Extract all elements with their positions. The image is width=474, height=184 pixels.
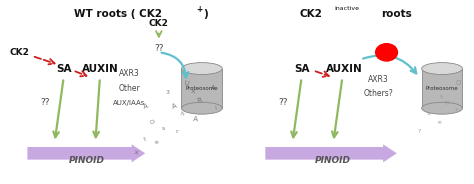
Bar xyxy=(422,69,463,108)
Text: CK2: CK2 xyxy=(299,9,322,19)
Ellipse shape xyxy=(422,102,463,114)
Text: PINOID: PINOID xyxy=(315,156,351,165)
Text: O: O xyxy=(455,80,461,86)
Text: ??: ?? xyxy=(279,98,288,107)
Text: r: r xyxy=(454,107,457,113)
Text: h: h xyxy=(444,100,449,106)
Text: e: e xyxy=(438,120,442,125)
Text: e: e xyxy=(155,140,159,145)
Text: l: l xyxy=(214,106,217,111)
Text: X: X xyxy=(191,89,195,95)
Text: Other: Other xyxy=(118,84,140,93)
Ellipse shape xyxy=(422,63,463,75)
FancyArrow shape xyxy=(27,144,145,162)
Text: roots: roots xyxy=(382,9,412,19)
Text: t: t xyxy=(440,95,444,100)
Text: ): ) xyxy=(203,9,208,19)
Text: A: A xyxy=(211,85,216,91)
Text: Proteosome: Proteosome xyxy=(426,86,458,91)
Text: SA: SA xyxy=(294,63,310,74)
FancyArrowPatch shape xyxy=(162,53,188,78)
Text: WT roots ( CK2: WT roots ( CK2 xyxy=(74,9,162,19)
Text: ??: ?? xyxy=(154,44,164,53)
Text: Proteosome: Proteosome xyxy=(185,86,218,91)
Text: AUXIN: AUXIN xyxy=(82,63,118,74)
Text: 3: 3 xyxy=(166,89,170,95)
Text: PINOID: PINOID xyxy=(68,156,104,165)
Circle shape xyxy=(376,44,397,61)
Text: AXR3: AXR3 xyxy=(368,75,389,84)
Ellipse shape xyxy=(182,102,222,114)
Text: s: s xyxy=(162,125,165,131)
Text: +: + xyxy=(196,6,202,15)
Text: inactive: inactive xyxy=(334,6,359,11)
Text: t: t xyxy=(144,136,147,141)
Text: r: r xyxy=(176,129,178,134)
Text: CK2: CK2 xyxy=(149,19,169,28)
Text: X: X xyxy=(134,151,139,156)
Text: AUX/IAAs: AUX/IAAs xyxy=(113,100,146,106)
Text: A: A xyxy=(142,103,148,110)
Text: CK2: CK2 xyxy=(9,48,29,57)
Text: R: R xyxy=(197,98,202,104)
Text: ?: ? xyxy=(418,129,421,134)
FancyArrowPatch shape xyxy=(363,55,416,73)
Text: AXR3: AXR3 xyxy=(119,70,140,78)
Ellipse shape xyxy=(182,63,222,75)
FancyArrow shape xyxy=(265,144,397,162)
Text: A: A xyxy=(172,103,178,110)
Text: h: h xyxy=(179,111,184,117)
Text: A: A xyxy=(192,116,198,122)
Text: Others?: Others? xyxy=(364,89,393,98)
Text: SA: SA xyxy=(56,63,72,74)
Text: AUXIN: AUXIN xyxy=(326,63,363,74)
Text: ??: ?? xyxy=(41,98,50,107)
Bar xyxy=(182,69,222,108)
Text: U: U xyxy=(183,80,189,86)
Text: s: s xyxy=(427,111,430,116)
Text: O: O xyxy=(149,120,155,125)
